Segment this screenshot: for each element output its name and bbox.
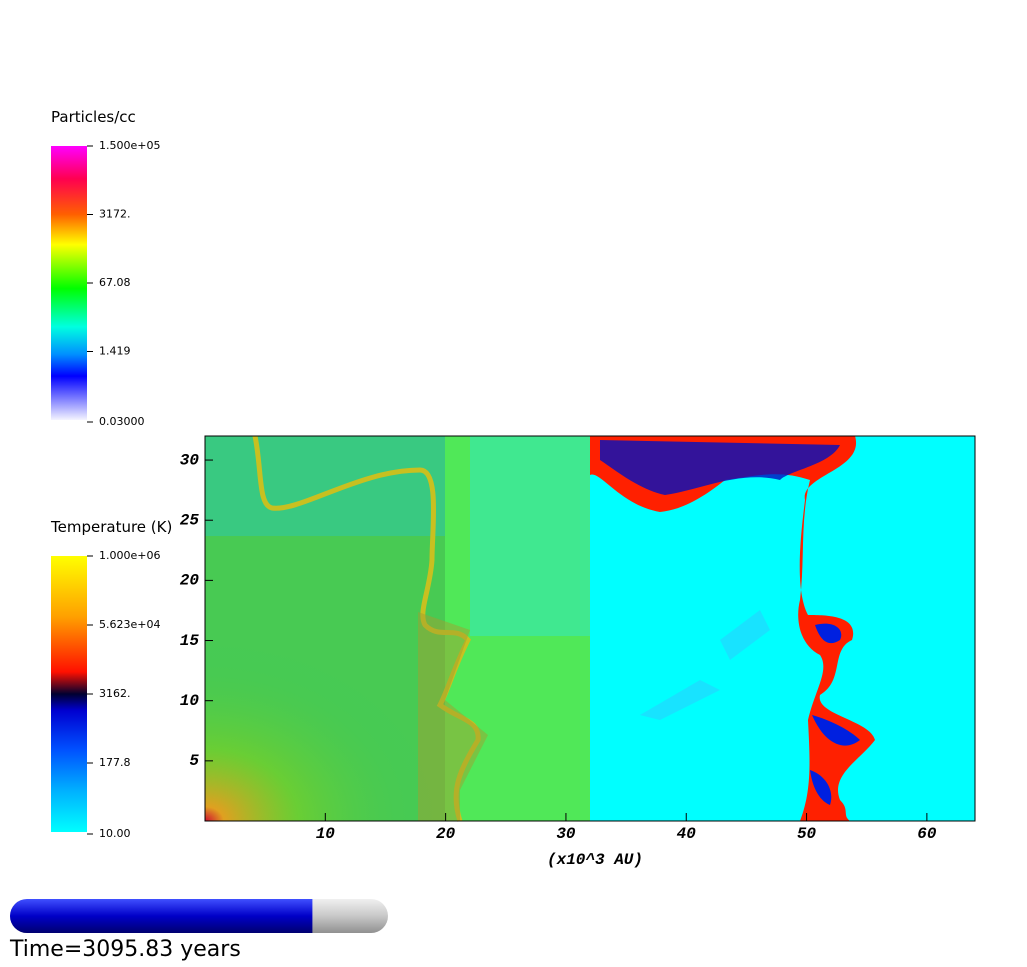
y-tick-label: 15	[180, 632, 200, 650]
x-tick-label: 10	[316, 825, 336, 843]
colorbar-label: 0.03000	[99, 415, 145, 428]
progress-fill	[10, 899, 313, 933]
colorbar-label: 1.500e+05	[99, 139, 160, 152]
x-tick-label: 40	[677, 825, 697, 843]
x-tick-label: 50	[797, 825, 817, 843]
x-tick-label: 30	[556, 825, 576, 843]
x-axis-title: (x10^3 AU)	[547, 851, 643, 869]
colorbar-title: Particles/cc	[51, 108, 136, 126]
x-tick-label: 20	[436, 825, 456, 843]
colorbar-label: 5.623e+04	[99, 618, 160, 631]
x-tick-label: 60	[917, 825, 937, 843]
colorbar-label: 3162.	[99, 687, 131, 700]
colorbar	[51, 556, 87, 832]
y-tick-label: 25	[180, 511, 200, 529]
colorbar	[51, 146, 87, 420]
colorbar-label: 67.08	[99, 276, 131, 289]
colorbar-label: 177.8	[99, 756, 131, 769]
colorbar-label: 3172.	[99, 208, 131, 221]
colorbar-label: 10.00	[99, 827, 131, 840]
y-tick-label: 30	[180, 451, 200, 469]
colorbar-label: 1.000e+06	[99, 549, 160, 562]
plot-frame	[204, 435, 976, 822]
field-image	[205, 435, 975, 822]
y-tick-label: 5	[189, 752, 199, 770]
colorbar-title: Temperature (K)	[50, 518, 172, 536]
y-tick-label: 10	[180, 692, 200, 710]
colorbar-label: 1.419	[99, 345, 131, 358]
time-label: Time=3095.83 years	[9, 937, 241, 962]
y-tick-label: 20	[180, 572, 200, 590]
